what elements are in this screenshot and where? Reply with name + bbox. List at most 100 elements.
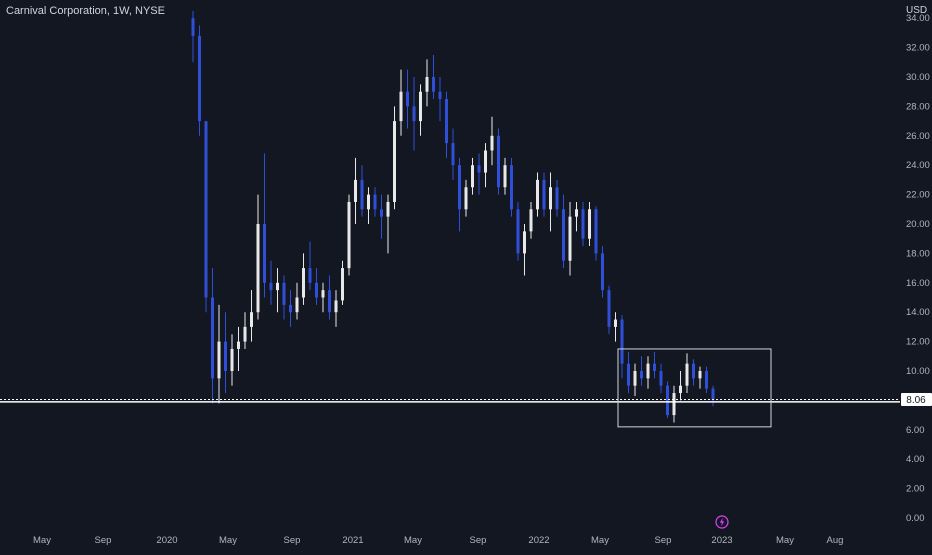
candle: [490, 116, 494, 166]
candle-body: [562, 209, 565, 261]
candle: [295, 282, 299, 320]
candle-body: [458, 165, 461, 210]
candle: [217, 304, 221, 404]
candlestick-series: [191, 10, 715, 423]
x-tick-label: May: [33, 535, 51, 546]
candle-body: [367, 194, 370, 210]
y-tick-label: 32.00: [906, 43, 930, 54]
candle: [386, 194, 390, 254]
candle: [685, 353, 689, 394]
candle: [419, 84, 422, 136]
candle-body: [477, 165, 481, 173]
x-tick-label: Sep: [470, 535, 487, 546]
candle: [445, 91, 448, 158]
candle-body: [341, 268, 344, 301]
x-tick-label: Sep: [284, 535, 301, 546]
candle-body: [685, 363, 689, 386]
candle-body: [373, 194, 377, 210]
candle: [620, 315, 624, 379]
candle: [653, 351, 656, 379]
candle: [601, 246, 604, 298]
candle-body: [464, 187, 468, 210]
candle-body: [438, 91, 442, 100]
candle-body: [711, 388, 715, 400]
candle: [334, 290, 338, 327]
price-axis[interactable]: 34.00 32.00 30.00 28.00 26.00 24.00 22.00 20.00…: [906, 13, 930, 524]
consolidation-box[interactable]: [617, 348, 772, 428]
candle: [406, 69, 409, 129]
candle-body: [386, 201, 390, 217]
candle: [523, 224, 526, 276]
candle-body: [594, 209, 598, 254]
x-tick-label: May: [404, 535, 422, 546]
candle: [659, 363, 663, 394]
candle: [542, 172, 546, 217]
y-tick-label: 10.00: [906, 366, 930, 377]
candle: [575, 201, 578, 232]
candle: [633, 363, 637, 396]
candle-body: [607, 290, 611, 327]
candle: [497, 128, 500, 195]
candle: [354, 157, 357, 224]
candle: [646, 356, 650, 389]
candle: [692, 359, 695, 386]
candle: [393, 106, 396, 210]
y-tick-label: 24.00: [906, 160, 930, 171]
candle-body: [217, 341, 221, 379]
candle: [308, 241, 312, 291]
candle: [341, 260, 344, 305]
candle-body: [536, 179, 539, 210]
candle: [191, 10, 195, 63]
candle-body: [419, 91, 422, 122]
candle-body: [198, 35, 201, 122]
y-tick-label: 30.00: [906, 72, 930, 83]
candle: [263, 153, 266, 298]
x-tick-label: 2022: [528, 535, 549, 546]
candle: [425, 59, 429, 107]
candle: [276, 268, 279, 313]
candle: [594, 206, 598, 261]
candle-body: [575, 209, 578, 217]
y-tick-label: 0.00: [906, 513, 925, 524]
candle-body: [529, 209, 533, 232]
candle: [510, 157, 513, 217]
last-price-tag: 8.06: [901, 393, 932, 407]
x-tick-label: Sep: [95, 535, 112, 546]
candle: [581, 201, 585, 247]
time-axis[interactable]: May Sep 2020 May Sep 2021 May Sep 2022 May Sep 2023…: [33, 535, 843, 546]
candle-body: [510, 165, 513, 210]
candle: [698, 366, 702, 389]
candle: [679, 371, 682, 401]
y-tick-label: 16.00: [906, 278, 930, 289]
lightning-icon[interactable]: [715, 515, 729, 529]
candle-body: [406, 91, 409, 107]
candle: [627, 351, 630, 394]
candle-body: [451, 143, 455, 166]
x-tick-label: May: [591, 535, 609, 546]
candle-body: [425, 77, 429, 92]
candle-body: [347, 201, 351, 269]
candle-body: [627, 363, 630, 386]
candle-body: [250, 312, 253, 327]
y-tick-label: 2.00: [906, 484, 925, 495]
candle: [269, 260, 273, 305]
candle: [328, 275, 331, 320]
candle: [529, 201, 533, 239]
candle-body: [256, 224, 260, 313]
candle-body: [380, 209, 383, 217]
candle-body: [237, 341, 240, 349]
candle: [464, 179, 468, 217]
candle-body: [295, 297, 299, 313]
currency-label: USD: [906, 5, 928, 16]
candle-body: [354, 179, 357, 202]
candle: [562, 194, 565, 269]
candle-body: [263, 224, 266, 283]
x-tick-label: May: [776, 535, 794, 546]
candle-body: [315, 282, 318, 298]
candle: [477, 153, 481, 195]
candle-body: [705, 371, 708, 389]
candle-body: [601, 253, 604, 291]
candle-body: [243, 326, 247, 342]
candle-body: [581, 209, 585, 239]
